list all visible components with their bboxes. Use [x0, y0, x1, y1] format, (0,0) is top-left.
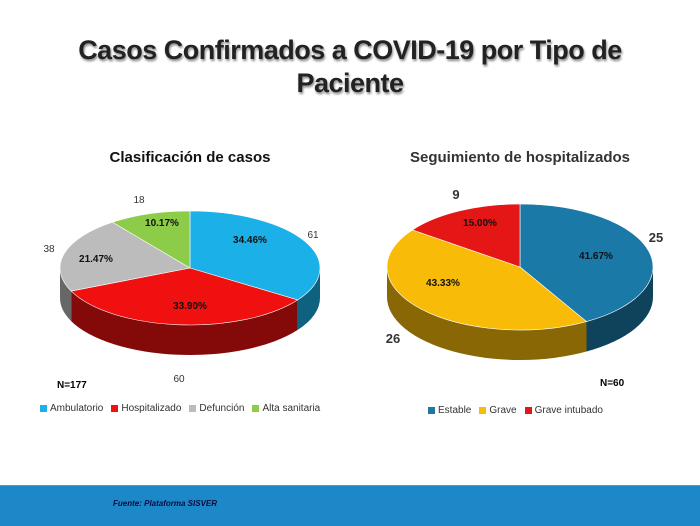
legend-swatch: [40, 405, 47, 412]
pie-side-ambulatorio: [297, 268, 320, 330]
pie-chart-seguimiento: 41.67% 43.33% 15.00% 25 26 9: [386, 187, 663, 361]
legend-item-alta-sanitaria: Alta sanitaria: [252, 403, 320, 414]
pie-percent-label: 15.00%: [463, 218, 497, 229]
legend-label: Grave: [489, 405, 517, 416]
pie-percent-label: 43.33%: [426, 278, 460, 289]
pie-side-walls: [60, 268, 320, 355]
pie-side-hospitalizado: [71, 291, 298, 355]
legend-clasificacion: Ambulatorio Hospitalizado Defunción Alta sa…: [40, 403, 320, 414]
pie-value-label: 18: [133, 195, 145, 206]
pie-percent-label: 21.47%: [79, 254, 113, 265]
legend-item-grave: Grave: [479, 405, 517, 416]
pie-percent-label: 34.46%: [233, 235, 267, 246]
pie-side-grave: [387, 267, 587, 361]
legend-seguimiento: Estable Grave Grave intubado: [428, 405, 603, 416]
legend-label: Ambulatorio: [50, 403, 104, 414]
footer-bar: Fuente: Plataforma SISVER: [0, 485, 700, 526]
legend-item-grave-intubado: Grave intubado: [524, 405, 603, 416]
sample-size-left: N=177: [57, 380, 87, 391]
pie-value-label: 9: [452, 187, 459, 202]
legend-item-estable: Estable: [428, 405, 471, 416]
pie-value-label: 38: [43, 244, 55, 255]
pie-side-estable: [586, 267, 654, 352]
legend-label: Defunción: [199, 403, 245, 414]
pie-slice-grave-intubado: [411, 203, 521, 268]
legend-swatch: [428, 407, 435, 414]
pie-value-label: 25: [649, 230, 663, 245]
pie-value-label: 26: [386, 331, 400, 346]
pie-slice-grave: [386, 229, 588, 331]
legend-swatch: [524, 407, 532, 414]
legend-label: Estable: [438, 405, 472, 416]
pie-side-defunción: [60, 268, 72, 322]
footer-source: Fuente: Plataforma SISVER: [113, 499, 218, 508]
pie-value-label: 61: [307, 230, 319, 241]
legend-swatch: [189, 405, 197, 412]
legend-item-hospitalizado: Hospitalizado: [111, 403, 181, 414]
legend-item-ambulatorio: Ambulatorio: [40, 403, 103, 414]
sample-size-right: N=60: [600, 378, 625, 389]
legend-label: Grave intubado: [534, 405, 603, 416]
page-title: Casos Confirmados a COVID-19 por Tipo de…: [78, 35, 622, 98]
pie-slice-alta-sanitaria: [111, 210, 191, 269]
legend-label: Hospitalizado: [121, 403, 182, 414]
pie-slice-hospitalizado: [70, 267, 299, 326]
pie-slice-estable: [519, 203, 654, 322]
legend-swatch: [111, 405, 119, 412]
pie-percent-label: 41.67%: [579, 251, 613, 262]
legend-swatch: [252, 405, 260, 412]
legend-label: Alta sanitaria: [262, 403, 321, 414]
chart-title-seguimiento: Seguimiento de hospitalizados: [409, 149, 631, 166]
legend-item-defunción: Defunción: [189, 403, 244, 414]
pie-slice-ambulatorio: [189, 210, 321, 301]
pie-side-walls: [387, 267, 654, 361]
chart-title-clasificacion: Clasificación de casos: [109, 149, 271, 166]
legend-swatch: [479, 407, 487, 414]
pie-value-label: 60: [173, 374, 185, 385]
pie-chart-clasificacion: 34.46% 33.90% 21.47% 10.17% 61 60 38 18: [43, 195, 321, 385]
pie-percent-label: 10.17%: [145, 218, 179, 229]
pie-percent-label: 33.90%: [173, 301, 207, 312]
pie-slice-defunción: [59, 221, 191, 292]
